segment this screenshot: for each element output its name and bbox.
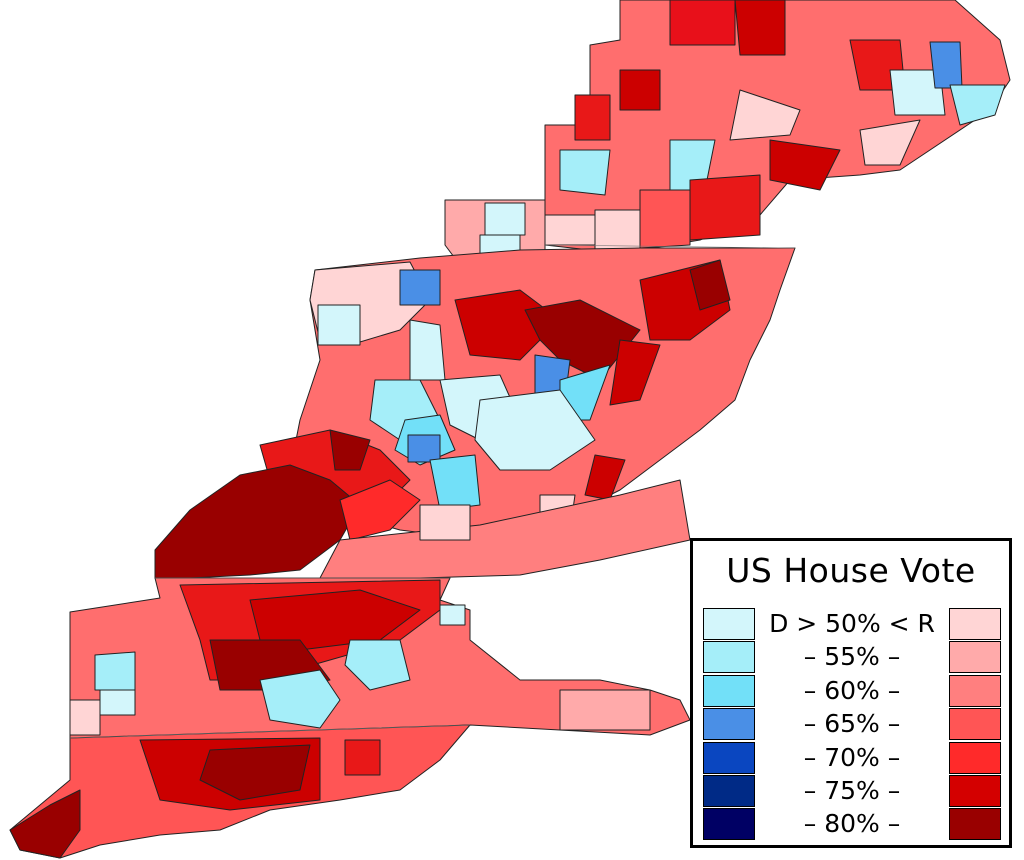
legend-swatch-democrat bbox=[703, 641, 755, 674]
county-region bbox=[609, 339, 661, 406]
legend-swatch-democrat bbox=[703, 608, 755, 640]
state-border bbox=[544, 244, 796, 249]
county-region bbox=[429, 454, 481, 511]
county-region bbox=[889, 69, 946, 116]
legend-row: – 80% – bbox=[693, 807, 1009, 841]
legend-row: – 55% – bbox=[693, 640, 1009, 674]
legend: US House Vote D > 50% < R – 55% – – 60% – –… bbox=[690, 538, 1012, 848]
county-region bbox=[399, 269, 441, 306]
county-region bbox=[859, 119, 921, 166]
county-region bbox=[929, 41, 963, 89]
county-region bbox=[9, 789, 81, 859]
legend-swatch-republican bbox=[949, 641, 1001, 674]
legend-swatch-republican bbox=[949, 775, 1001, 807]
legend-swatch-democrat bbox=[703, 775, 755, 807]
legend-title: US House Vote bbox=[726, 551, 976, 590]
legend-swatch-republican bbox=[949, 708, 1001, 741]
county-region bbox=[419, 504, 471, 541]
legend-label: – 70% – bbox=[803, 742, 901, 772]
legend-label: – 80% – bbox=[803, 809, 901, 839]
county-region bbox=[559, 149, 611, 196]
legend-swatch-democrat bbox=[703, 708, 755, 741]
county-region bbox=[689, 174, 761, 241]
county-region bbox=[94, 651, 136, 691]
legend-swatch-republican bbox=[949, 808, 1001, 841]
legend-label: – 65% – bbox=[803, 709, 901, 739]
legend-swatch-republican bbox=[949, 608, 1001, 640]
county-region bbox=[344, 639, 411, 691]
county-region bbox=[574, 94, 611, 141]
county-region bbox=[259, 669, 341, 729]
county-region bbox=[559, 689, 651, 731]
legend-row: – 70% – bbox=[693, 741, 1009, 775]
county-region bbox=[949, 84, 1006, 126]
county-region bbox=[669, 0, 736, 46]
county-region bbox=[329, 429, 371, 471]
county-region bbox=[99, 689, 136, 716]
county-region bbox=[344, 739, 381, 776]
legend-swatch-republican bbox=[949, 674, 1001, 707]
county-region bbox=[639, 189, 691, 249]
county-region bbox=[619, 69, 661, 111]
county-region bbox=[484, 202, 526, 236]
state-border bbox=[69, 724, 471, 739]
county-region bbox=[407, 434, 441, 463]
legend-swatch-republican bbox=[949, 741, 1001, 774]
legend-label: – 60% – bbox=[803, 675, 901, 705]
legend-label: – 75% – bbox=[803, 776, 901, 805]
county-region bbox=[734, 0, 786, 56]
legend-row: D > 50% < R bbox=[693, 607, 1009, 641]
county-region bbox=[594, 209, 646, 251]
county-region bbox=[69, 699, 101, 736]
county-region bbox=[439, 604, 466, 626]
county-region bbox=[339, 479, 421, 541]
county-region bbox=[729, 89, 801, 141]
legend-swatch-democrat bbox=[703, 741, 755, 774]
legend-swatch-democrat bbox=[703, 808, 755, 841]
county-region bbox=[317, 304, 361, 346]
legend-row: – 75% – bbox=[693, 774, 1009, 808]
legend-label: – 55% – bbox=[803, 642, 901, 672]
legend-row: – 60% – bbox=[693, 674, 1009, 708]
county-region bbox=[689, 259, 731, 311]
county-region bbox=[199, 744, 311, 801]
legend-row: – 65% – bbox=[693, 707, 1009, 741]
county-region bbox=[544, 214, 596, 246]
legend-swatch-democrat bbox=[703, 674, 755, 707]
legend-label: D > 50% < R bbox=[769, 609, 935, 638]
county-region bbox=[474, 389, 596, 471]
county-region bbox=[769, 139, 841, 191]
county-region bbox=[409, 319, 446, 381]
